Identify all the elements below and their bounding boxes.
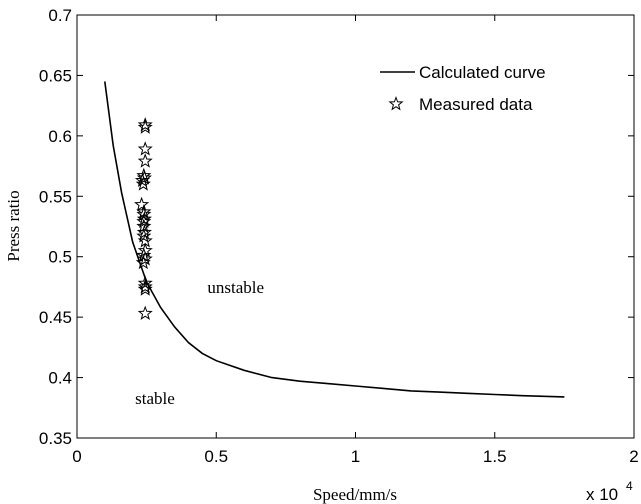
y-tick-label: 0.35: [39, 429, 72, 448]
y-tick-label: 0.5: [48, 248, 72, 267]
measured-data-point: [137, 141, 153, 156]
y-tick-label: 0.7: [48, 6, 72, 25]
x-exponent-power: 4: [626, 479, 633, 493]
x-tick-label: 0.5: [204, 447, 228, 466]
x-tick-label: 1.5: [483, 447, 507, 466]
x-axis-label: Speed/mm/s: [313, 485, 397, 504]
measured-data-point: [136, 213, 152, 229]
x-tick-label: 1: [351, 447, 360, 466]
legend-label-measured: Measured data: [419, 95, 533, 114]
measured-data-point: [137, 153, 153, 168]
measured-data-point: [137, 119, 153, 134]
x-tick-label: 0: [72, 447, 81, 466]
measured-data-point: [137, 305, 153, 320]
measured-data-point: [134, 172, 150, 187]
y-tick-label: 0.65: [39, 66, 72, 85]
legend-box: [355, 57, 573, 121]
annotations: unstable stable: [135, 278, 264, 408]
measured-data-point: [137, 278, 153, 294]
region-label-stable: stable: [135, 389, 175, 408]
legend-star-marker: [388, 96, 404, 111]
ticks: 0 0.5 1 1.5 2 0.35 0.4 0.45 0.5 0.55 0.6 0.65 0.7: [39, 6, 639, 466]
measured-data-point: [137, 281, 153, 296]
legend-star-icon: [388, 96, 404, 111]
measured-data-point: [137, 251, 153, 266]
region-label-unstable: unstable: [207, 278, 264, 297]
legend: Calculated curve Measured data: [355, 57, 573, 121]
measured-data-point: [136, 206, 152, 221]
measured-data-point: [137, 275, 153, 290]
y-tick-label: 0.6: [48, 127, 72, 146]
y-tick-label: 0.45: [39, 308, 72, 327]
measured-data-point: [135, 176, 151, 191]
y-tick-label: 0.4: [48, 369, 72, 388]
legend-label-calculated: Calculated curve: [419, 63, 546, 82]
y-axis-label: Press ratio: [4, 190, 23, 261]
measured-data-point: [134, 196, 150, 212]
measured-data-point: [137, 117, 153, 132]
x-exponent-label: x 10: [586, 485, 618, 504]
y-tick-label: 0.55: [39, 187, 72, 206]
x-tick-label: 2: [629, 447, 638, 466]
measured-data-series: [134, 117, 153, 320]
measured-data-point: [135, 254, 151, 270]
